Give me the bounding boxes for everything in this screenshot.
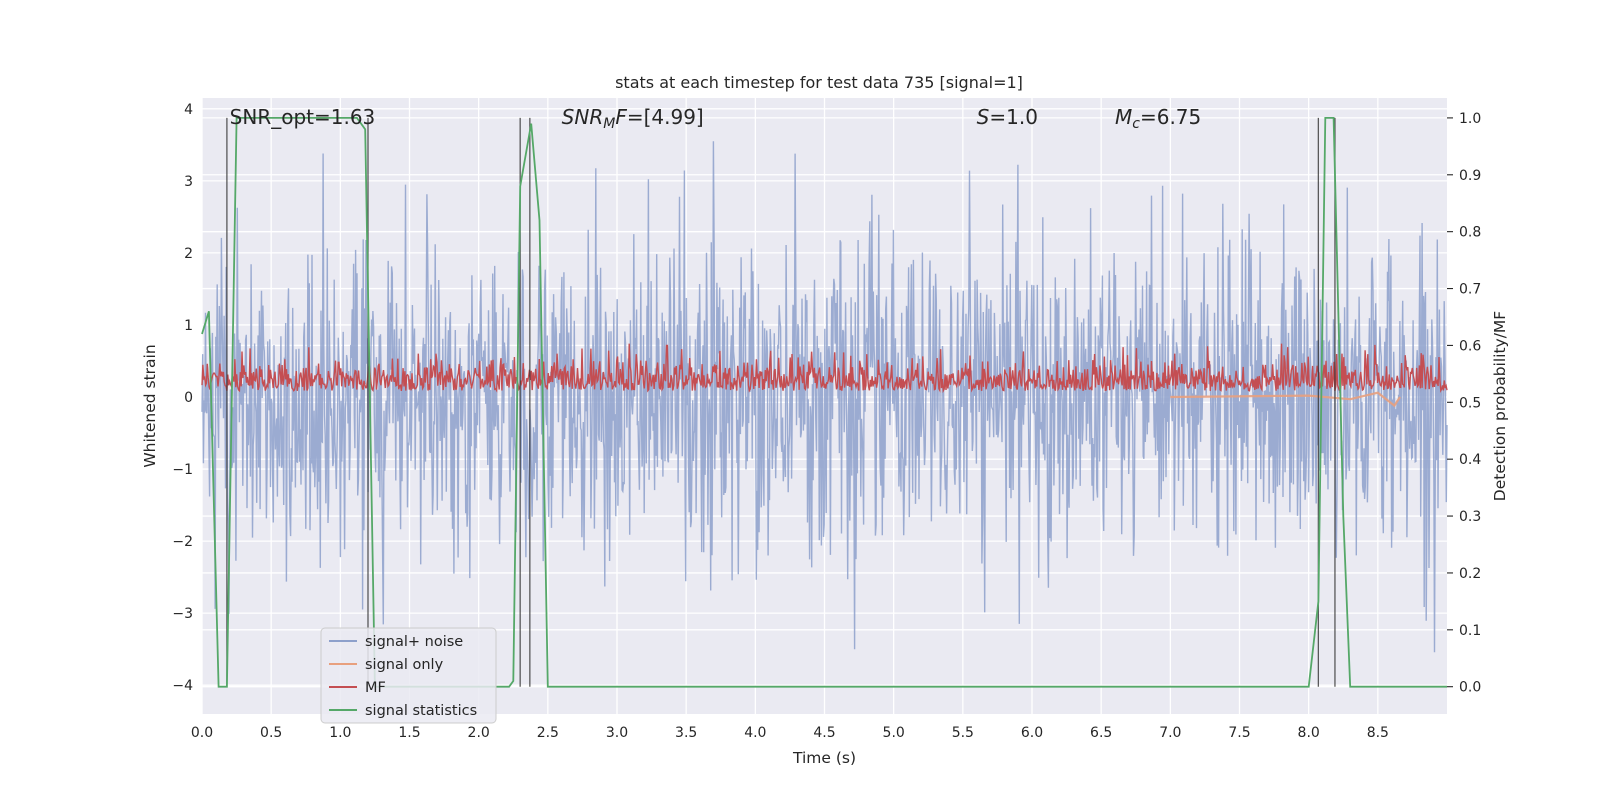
signal-statistics-line	[201, 117, 1447, 688]
y-tick-label: 0	[184, 390, 193, 406]
y2-tick-label: 0.7	[1459, 282, 1481, 298]
x-tick-label: 4.0	[744, 725, 766, 741]
y2-axis-label: Detection probability/MF	[1491, 311, 1509, 502]
snr-opt-annotation: SNR_opt=1.63	[230, 105, 376, 129]
y-tick-label: −2	[172, 534, 193, 550]
legend-label: MF	[365, 680, 386, 696]
signal-noise-line	[201, 141, 1448, 653]
x-tick-label: 5.5	[952, 725, 974, 741]
x-tick-label: 7.5	[1228, 725, 1250, 741]
signal-noise-series	[201, 141, 1448, 653]
x-tick-label: 3.0	[606, 725, 628, 741]
y-tick-label: 2	[184, 246, 193, 262]
legend-label: signal+ noise	[365, 634, 463, 650]
chart-title: stats at each timestep for test data 735…	[615, 73, 1023, 92]
x-tick-label: 5.0	[883, 725, 905, 741]
x-axis-label: Time (s)	[792, 749, 856, 767]
x-tick-label: 0.5	[260, 725, 282, 741]
y2-tick-label: 0.8	[1459, 225, 1481, 241]
y-tick-label: −4	[172, 678, 193, 694]
signal-only-series	[1170, 391, 1401, 408]
mf-line	[201, 343, 1448, 394]
y2-tick-label: 1.0	[1459, 111, 1481, 127]
x-tick-label: 3.5	[675, 725, 697, 741]
y-tick-label: −1	[172, 462, 193, 478]
vertical-markers	[226, 117, 1336, 687]
legend-label: signal only	[365, 657, 444, 673]
s-annotation: S=1.0	[977, 105, 1038, 129]
y2-tick-label: 0.3	[1459, 509, 1481, 525]
x-tick-label: 1.0	[329, 725, 351, 741]
y2-tick-label: 0.5	[1459, 395, 1481, 411]
mc-annotation: Mc=6.75	[1115, 105, 1201, 132]
signal-statistics-series	[201, 117, 1447, 688]
y-tick-label: 3	[184, 174, 193, 190]
y-axis-label: Whitened strain	[141, 344, 159, 467]
mf-series	[201, 343, 1448, 394]
x-tick-label: 8.0	[1298, 725, 1320, 741]
x-tick-label: 7.0	[1159, 725, 1181, 741]
x-tick-label: 2.5	[537, 725, 559, 741]
y-tick-label: 4	[184, 102, 193, 118]
y2-tick-label: 0.0	[1459, 680, 1481, 696]
axis-ticks: 0.0 0.5 1.0 1.5 2.0 2.5 3.0 3.5 4.0 4.5 5.0 5.5 6.0 6…	[172, 102, 1481, 741]
x-tick-label: 4.5	[813, 725, 835, 741]
y2-tick-label: 0.9	[1459, 168, 1481, 184]
y-tick-label: −3	[172, 606, 193, 622]
x-tick-label: 2.0	[468, 725, 490, 741]
y2-tick-label: 0.1	[1459, 623, 1481, 639]
y2-tick-label: 0.4	[1459, 452, 1481, 468]
snr-mf-annotation: SNRMF=[4.99]	[562, 105, 704, 132]
y2-tick-label: 0.2	[1459, 566, 1481, 582]
x-tick-label: 6.5	[1090, 725, 1112, 741]
x-tick-label: 6.0	[1021, 725, 1043, 741]
y2-tick-label: 0.6	[1459, 338, 1481, 354]
annotations: SNR_opt=1.63 SNRMF=[4.99] S=1.0 Mc=6.75	[230, 105, 1202, 132]
x-tick-label: 1.5	[398, 725, 420, 741]
legend-box	[320, 627, 497, 724]
x-tick-label: 8.5	[1367, 725, 1389, 741]
legend-label: signal statistics	[365, 703, 477, 719]
x-tick-label: 0.0	[191, 725, 213, 741]
signal-only-line	[1170, 391, 1401, 408]
y-tick-label: 1	[184, 318, 193, 334]
legend: signal+ noise signal only MF signal statist…	[320, 627, 497, 724]
